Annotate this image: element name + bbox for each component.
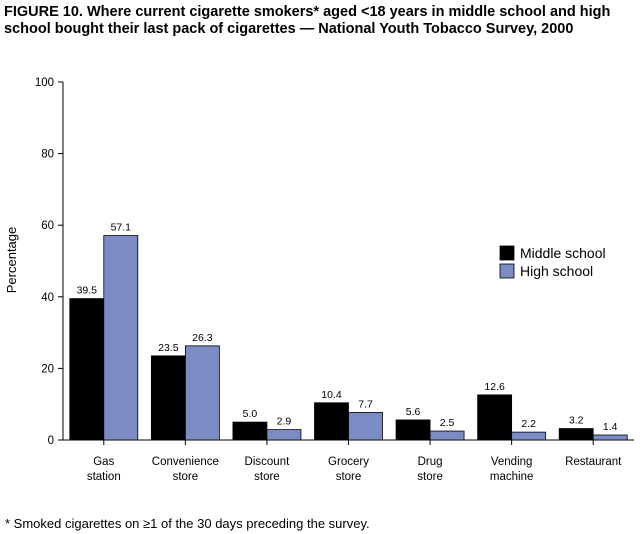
bar	[184, 345, 220, 441]
bar	[232, 421, 268, 441]
value-label: 57.1	[111, 222, 132, 234]
bar	[69, 298, 105, 441]
bar	[150, 355, 186, 441]
value-label: 2.5	[440, 417, 455, 429]
x-tick-label: Discount store	[245, 456, 291, 483]
value-label: 2.2	[521, 418, 536, 430]
value-label: 39.5	[77, 285, 98, 297]
value-label: 26.3	[192, 332, 213, 344]
legend-swatch	[499, 263, 515, 279]
bar	[103, 235, 139, 441]
chart-title: FIGURE 10. Where current cigarette smoke…	[4, 4, 611, 37]
bar	[395, 419, 431, 441]
bar	[558, 428, 594, 441]
y-axis-label: Percentage	[4, 227, 19, 294]
x-tick-label: Gas station	[87, 456, 121, 483]
y-tick-label: 80	[41, 149, 54, 161]
value-label: 10.4	[321, 389, 342, 401]
x-tick-label: Vending machine	[490, 456, 533, 483]
value-label: 23.5	[158, 342, 179, 354]
bar	[314, 402, 349, 441]
value-label: 12.6	[484, 381, 505, 393]
y-tick-label: 0	[48, 435, 54, 447]
value-label: 5.0	[243, 408, 258, 420]
value-label: 1.4	[603, 421, 618, 433]
bar	[477, 394, 513, 441]
x-tick-label: Drug store	[417, 456, 443, 483]
legend-swatch	[499, 245, 515, 261]
y-tick-label: 100	[35, 77, 54, 89]
value-label: 2.9	[277, 416, 292, 428]
value-label: 5.6	[406, 406, 421, 418]
footnote: * Smoked cigarettes on ≥1 of the 30 days…	[5, 516, 370, 531]
value-label: 3.2	[569, 415, 584, 427]
bar	[511, 431, 547, 441]
bar	[592, 434, 628, 441]
bar	[348, 412, 383, 441]
x-tick-label: Grocery store	[328, 456, 369, 483]
legend-label: High school	[520, 263, 593, 279]
x-tick-label: Convenience store	[152, 456, 219, 483]
y-tick-label: 60	[41, 220, 54, 232]
bar	[429, 430, 465, 441]
value-label: 7.7	[358, 398, 373, 410]
y-tick-label: 40	[41, 292, 54, 304]
bar	[266, 429, 302, 441]
x-tick-label: Restaurant	[565, 456, 622, 468]
y-tick-label: 20	[41, 363, 54, 375]
legend-label: Middle school	[520, 245, 606, 261]
